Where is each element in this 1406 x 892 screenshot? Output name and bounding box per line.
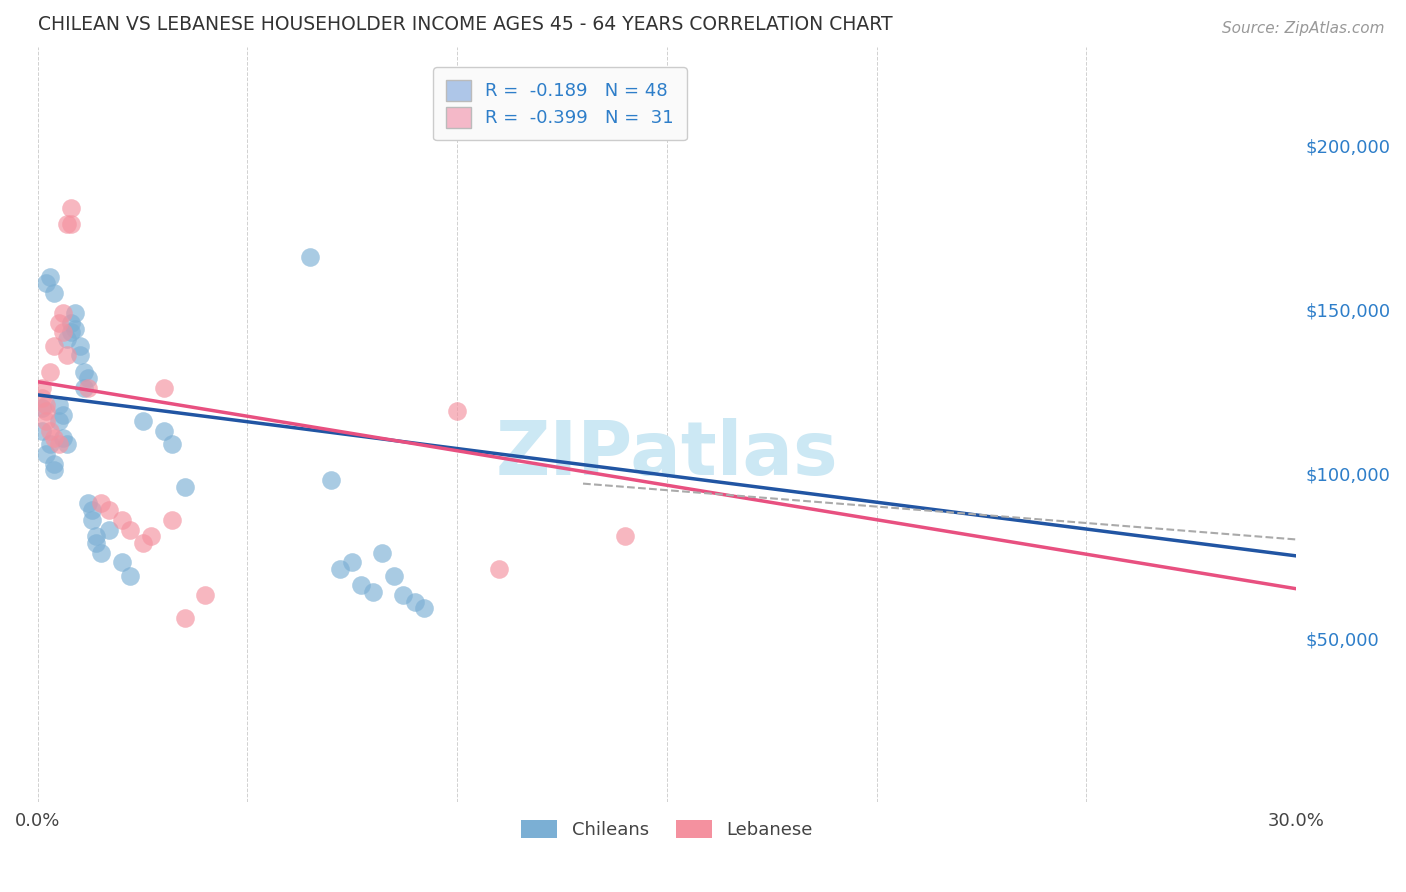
Point: [44, 463, 66, 477]
Point: [194, 588, 217, 602]
Point: [131, 414, 153, 428]
Point: [160, 437, 183, 451]
Point: [342, 556, 364, 570]
Point: [361, 585, 384, 599]
Point: [44, 338, 66, 352]
Point: [77, 381, 100, 395]
Point: [98, 523, 121, 537]
Point: [39, 365, 62, 379]
Point: [35, 398, 58, 412]
Point: [69, 349, 91, 363]
Point: [65, 306, 87, 320]
Point: [446, 404, 468, 418]
Point: [90, 496, 112, 510]
Point: [69, 338, 91, 352]
Point: [48, 437, 70, 451]
Point: [52, 306, 75, 320]
Point: [60, 326, 83, 340]
Point: [35, 447, 58, 461]
Point: [299, 250, 322, 264]
Point: [56, 437, 79, 451]
Point: [52, 431, 75, 445]
Point: [118, 568, 141, 582]
Text: CHILEAN VS LEBANESE HOUSEHOLDER INCOME AGES 45 - 64 YEARS CORRELATION CHART: CHILEAN VS LEBANESE HOUSEHOLDER INCOME A…: [38, 15, 893, 34]
Point: [35, 414, 58, 428]
Point: [44, 286, 66, 301]
Point: [86, 529, 108, 543]
Point: [39, 269, 62, 284]
Point: [56, 217, 79, 231]
Point: [82, 513, 104, 527]
Point: [82, 503, 104, 517]
Point: [56, 332, 79, 346]
Point: [77, 496, 100, 510]
Point: [48, 414, 70, 428]
Point: [31, 401, 53, 415]
Point: [48, 398, 70, 412]
Point: [131, 535, 153, 549]
Point: [39, 424, 62, 438]
Point: [60, 201, 83, 215]
Point: [139, 529, 162, 543]
Point: [31, 381, 53, 395]
Point: [152, 424, 174, 438]
Point: [35, 276, 58, 290]
Point: [90, 545, 112, 559]
Point: [321, 473, 343, 487]
Point: [48, 316, 70, 330]
Text: Source: ZipAtlas.com: Source: ZipAtlas.com: [1222, 21, 1385, 36]
Point: [370, 545, 392, 559]
Point: [86, 535, 108, 549]
Point: [350, 578, 373, 592]
Point: [329, 562, 352, 576]
Point: [152, 381, 174, 395]
Point: [44, 457, 66, 471]
Point: [56, 349, 79, 363]
Point: [488, 562, 510, 576]
Point: [44, 431, 66, 445]
Point: [52, 326, 75, 340]
Point: [110, 556, 132, 570]
Point: [160, 513, 183, 527]
Point: [173, 611, 195, 625]
Point: [77, 371, 100, 385]
Point: [35, 404, 58, 418]
Point: [412, 601, 434, 615]
Point: [73, 381, 96, 395]
Point: [614, 529, 637, 543]
Point: [382, 568, 405, 582]
Point: [110, 513, 132, 527]
Point: [39, 437, 62, 451]
Point: [60, 316, 83, 330]
Point: [173, 480, 195, 494]
Point: [31, 391, 53, 405]
Point: [65, 322, 87, 336]
Legend: Chileans, Lebanese: Chileans, Lebanese: [513, 813, 820, 847]
Point: [118, 523, 141, 537]
Point: [391, 588, 413, 602]
Point: [404, 595, 426, 609]
Point: [73, 365, 96, 379]
Point: [98, 503, 121, 517]
Point: [52, 408, 75, 422]
Text: ZIPatlas: ZIPatlas: [495, 418, 838, 491]
Point: [31, 424, 53, 438]
Point: [60, 217, 83, 231]
